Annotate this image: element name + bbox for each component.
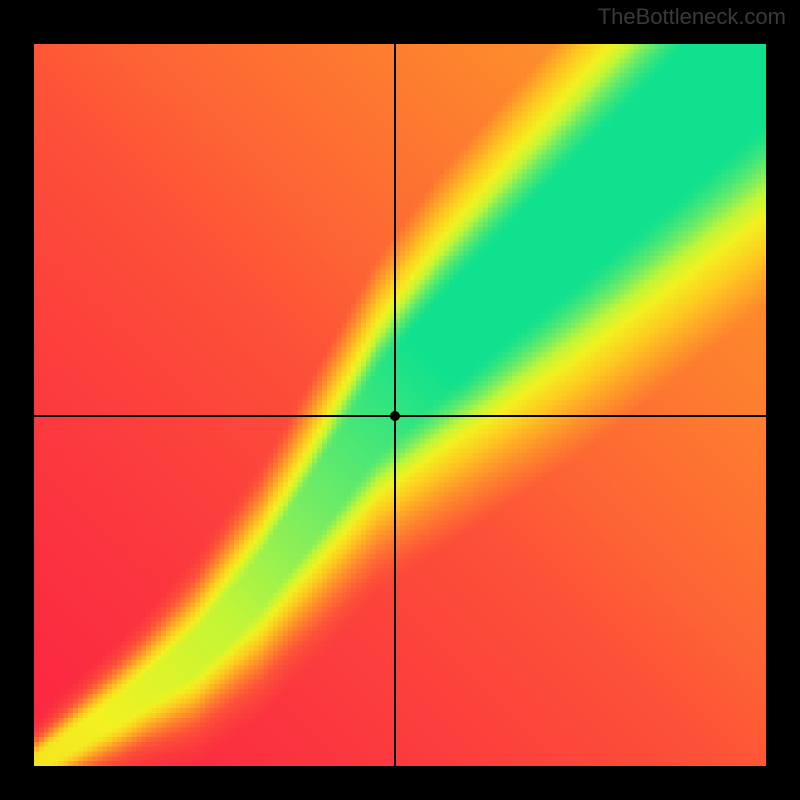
- watermark-text: TheBottleneck.com: [598, 4, 786, 30]
- crosshair-horizontal: [20, 415, 780, 417]
- crosshair-marker: [390, 411, 400, 421]
- crosshair-vertical: [394, 30, 396, 780]
- bottleneck-heatmap: [34, 44, 766, 766]
- plot-container: [20, 30, 780, 780]
